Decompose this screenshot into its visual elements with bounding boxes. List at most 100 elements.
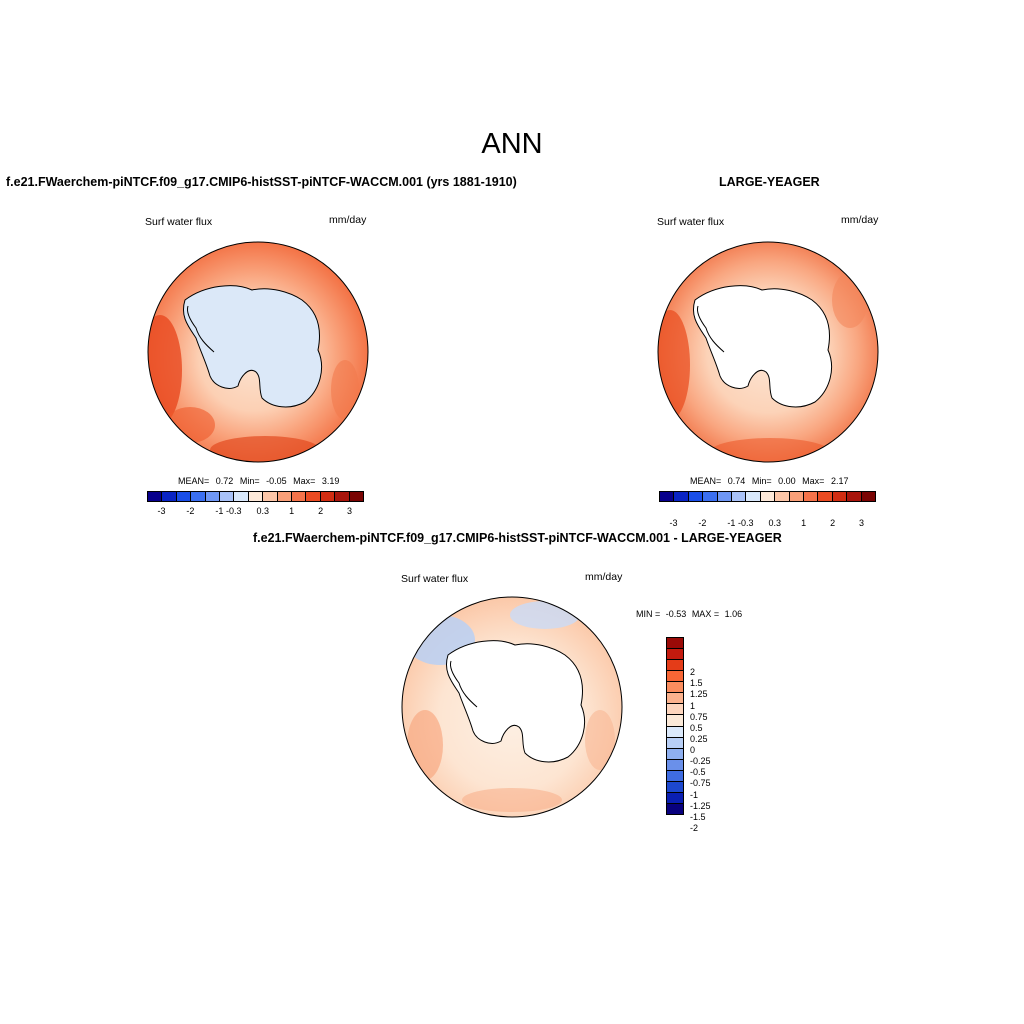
bottom-colorbar-box	[667, 759, 683, 771]
left-stats: MEAN= 0.72 Min= -0.05 Max= 3.19	[178, 476, 339, 486]
bottom-colorbar-box	[667, 671, 683, 683]
bottom-colorbar-tick-label: 1	[690, 700, 696, 711]
bottom-variable-label: Surf water flux	[401, 573, 469, 585]
left-colorbar-box	[205, 492, 221, 501]
left-colorbar-box	[234, 492, 249, 501]
right-mean-value: 0.74	[727, 476, 746, 486]
right-colorbar-box	[847, 492, 862, 501]
right-colorbar-box	[717, 492, 733, 501]
bottom-min-value: -0.53	[665, 609, 687, 619]
bottom-colorbar-tick-label: 2	[690, 667, 696, 678]
bottom-colorbar-tick-label: -0.75	[690, 778, 711, 789]
right-colorbar-box	[703, 492, 718, 501]
right-colorbar-tick-label: 3	[859, 518, 865, 528]
left-colorbar-box	[263, 492, 278, 501]
bottom-colorbar-box	[667, 803, 683, 814]
bottom-colorbar-box	[667, 748, 683, 760]
bottom-colorbar-tick-label: 0.5	[690, 722, 703, 733]
left-colorbar	[147, 491, 364, 502]
right-max-label: Max=	[802, 476, 825, 486]
left-colorbar-tick-label: -3	[157, 506, 166, 516]
bottom-colorbar-tick-label: 0.25	[690, 733, 708, 744]
right-variable-label: Surf water flux	[657, 216, 725, 228]
bottom-colorbar-box	[667, 638, 683, 650]
left-max-label: Max=	[293, 476, 316, 486]
right-mean-label: MEAN=	[690, 476, 722, 486]
left-colorbar-tick-label: -1	[215, 506, 224, 516]
bottom-colorbar-box	[667, 704, 683, 716]
left-colorbar-tick-label: 0.3	[256, 506, 269, 516]
left-variable-label: Surf water flux	[145, 216, 213, 228]
left-colorbar-box	[320, 492, 336, 501]
bottom-colorbar-box	[667, 682, 683, 694]
bottom-colorbar-box	[667, 737, 683, 749]
left-mean-value: 0.72	[215, 476, 234, 486]
bottom-colorbar-tick-label: -1	[690, 789, 699, 800]
left-colorbar-box	[292, 492, 307, 501]
right-colorbar-tick-label: 2	[830, 518, 836, 528]
bottom-colorbar-tick-label: 0.75	[690, 711, 708, 722]
right-colorbar-box	[688, 492, 704, 501]
right-colorbar-tick-label: -3	[669, 518, 678, 528]
left-colorbar-tick-label: -2	[186, 506, 195, 516]
left-colorbar-tick-label: -0.3	[226, 506, 242, 516]
bottom-max-value: 1.06	[724, 609, 743, 619]
right-colorbar-box	[861, 492, 876, 501]
left-colorbar-box	[176, 492, 192, 501]
right-colorbar-box	[818, 492, 833, 501]
left-panel-title: f.e21.FWaerchem-piNTCF.f09_g17.CMIP6-his…	[6, 175, 517, 189]
left-colorbar-box	[191, 492, 206, 501]
bottom-max-label: MAX =	[691, 609, 720, 619]
bottom-colorbar-box	[667, 726, 683, 738]
bottom-colorbar-box	[667, 770, 683, 782]
right-colorbar-box	[746, 492, 761, 501]
right-min-value: 0.00	[778, 476, 796, 486]
right-colorbar-box	[789, 492, 805, 501]
right-units-label: mm/day	[841, 214, 879, 226]
right-colorbar-box	[760, 492, 776, 501]
left-colorbar-box	[349, 492, 364, 501]
left-min-label: Min=	[239, 476, 260, 486]
right-polar-map	[658, 242, 878, 462]
right-colorbar-box	[775, 492, 790, 501]
bottom-colorbar-tick-label: -2	[690, 822, 699, 833]
right-stats: MEAN= 0.74 Min= 0.00 Max= 2.17	[690, 476, 848, 486]
bottom-colorbar-tick-label: 1.5	[690, 678, 703, 689]
left-colorbar-box	[335, 492, 350, 501]
figure-title: ANN	[481, 128, 543, 160]
right-colorbar-tick-label: 1	[801, 518, 807, 528]
right-colorbar-tick-label: -0.3	[738, 518, 754, 528]
left-units-label: mm/day	[329, 214, 367, 226]
bottom-colorbar-tick-label: 0	[690, 745, 696, 755]
bottom-colorbar-tick-label: -1.25	[690, 800, 711, 811]
left-colorbar-box	[248, 492, 264, 501]
left-colorbar-box	[306, 492, 321, 501]
left-colorbar-box	[220, 492, 235, 501]
bottom-colorbar-ticks: 2 1.5 1.25 1 0.75 0.5 0.25 0 -0.25 -0.5 -0.75 -1 -1.…	[690, 661, 730, 839]
right-colorbar-tick-label: -2	[698, 518, 707, 528]
right-colorbar-box	[660, 492, 675, 501]
bottom-colorbar-tick-label: 1.25	[690, 689, 708, 700]
left-colorbar-tick-label: 3	[347, 506, 353, 516]
bottom-panel-title: f.e21.FWaerchem-piNTCF.f09_g17.CMIP6-his…	[253, 531, 782, 545]
bottom-colorbar-box	[667, 715, 683, 727]
bottom-polar-map	[402, 597, 622, 817]
bottom-colorbar-tick-label: -0.5	[690, 767, 706, 778]
right-min-label: Min=	[751, 476, 772, 486]
left-min-value: -0.05	[266, 476, 287, 486]
bottom-colorbar	[666, 637, 684, 815]
bottom-colorbar-box	[667, 693, 683, 705]
left-colorbar-box	[162, 492, 177, 501]
bottom-colorbar-box	[667, 792, 683, 804]
right-colorbar-tick-label: -1	[727, 518, 736, 528]
left-max-value: 3.19	[321, 476, 340, 486]
right-colorbar-box	[832, 492, 848, 501]
left-colorbar-box	[277, 492, 293, 501]
bottom-colorbar-tick-label: -1.5	[690, 811, 706, 822]
right-panel-title: LARGE-YEAGER	[719, 175, 820, 189]
bottom-min-label: MIN =	[636, 609, 661, 619]
left-mean-label: MEAN=	[178, 476, 210, 486]
right-colorbar-box	[804, 492, 819, 501]
bottom-units-label: mm/day	[585, 571, 623, 583]
